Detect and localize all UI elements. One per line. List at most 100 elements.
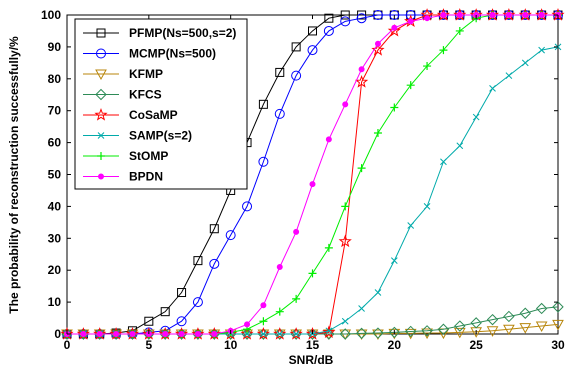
data-point-circle	[340, 16, 351, 27]
data-point-star	[338, 234, 352, 248]
legend-label: CoSaMP	[129, 108, 178, 122]
data-point-triangle	[372, 329, 384, 341]
data-point-plus	[341, 202, 350, 211]
data-point-circle	[258, 156, 269, 167]
legend-label: StOMP	[129, 149, 168, 163]
data-point-diamond	[519, 307, 531, 319]
data-point-x	[440, 158, 447, 166]
x-tick-label: 10	[224, 338, 238, 352]
x-tick-label: 0	[64, 338, 71, 352]
data-point-diamond	[355, 327, 368, 340]
data-point-diamond	[535, 302, 548, 315]
data-point-square	[308, 26, 317, 36]
data-point-x	[374, 289, 382, 296]
data-point-dot	[522, 12, 529, 18]
data-point-circle	[291, 70, 302, 81]
data-point-diamond	[339, 328, 351, 340]
legend-label: KFMP	[129, 67, 163, 81]
y-tick-label: 100	[41, 8, 61, 22]
data-point-star	[256, 327, 270, 340]
data-point-dot	[309, 181, 316, 188]
data-point-square	[144, 316, 154, 326]
data-point-triangle	[355, 329, 368, 341]
data-point-circle	[96, 48, 106, 59]
data-point-diamond	[486, 313, 499, 326]
y-axis-title: The probability of reconstruction succes…	[7, 36, 21, 314]
data-point-dot	[374, 40, 381, 47]
data-point-dot	[456, 12, 463, 18]
legend-entry: KFMP	[83, 67, 163, 81]
data-point-dot	[391, 24, 398, 31]
y-tick-label: 0	[54, 327, 61, 341]
data-point-star	[289, 327, 303, 340]
data-point-circle	[225, 230, 236, 241]
data-point-x	[521, 59, 529, 67]
y-tick-label: 40	[48, 199, 62, 213]
data-point-dot	[194, 331, 201, 337]
data-point-triangle	[503, 324, 515, 336]
data-point-star	[273, 327, 287, 340]
legend-entry: CoSaMP	[83, 108, 178, 122]
data-point-x	[472, 113, 480, 121]
data-point-dot	[260, 302, 267, 309]
data-point-x	[97, 132, 105, 139]
y-tick-label: 60	[48, 136, 62, 150]
data-point-star	[305, 327, 320, 340]
data-point-square	[96, 28, 106, 38]
data-point-plus	[423, 62, 432, 71]
data-point-x	[358, 305, 365, 312]
tick-layer: 0 5 10 15 20 25 30 0 10 20 30 40 50 60 70 80 90 100	[41, 8, 565, 352]
y-tick-label: 20	[48, 263, 62, 277]
data-point-x	[341, 317, 349, 325]
data-point-x	[390, 257, 398, 264]
data-point-star	[371, 43, 385, 56]
legend-entry: SAMP(s=2)	[83, 129, 192, 143]
data-point-dot	[505, 12, 512, 18]
data-point-circle	[372, 10, 383, 20]
x-tick-label: 25	[469, 338, 483, 352]
x-tick-label: 30	[551, 338, 565, 352]
data-point-star	[355, 75, 369, 88]
data-point-star	[322, 325, 336, 339]
legend-entry: StOMP	[83, 149, 168, 163]
data-point-dot	[162, 331, 169, 337]
data-point-square	[357, 10, 367, 20]
data-point-dot	[98, 173, 104, 180]
data-point-dot	[244, 321, 251, 328]
data-point-dot	[293, 228, 300, 235]
data-point-star	[240, 327, 254, 340]
legend-label: MCMP(Ns=500)	[129, 47, 216, 61]
data-point-dot	[178, 331, 185, 337]
data-point-dot	[276, 264, 283, 271]
data-point-dot	[358, 66, 365, 73]
x-tick-label: 15	[306, 338, 320, 352]
data-point-plus	[275, 307, 284, 316]
data-point-square	[291, 42, 301, 52]
legend: PFMP(Ns=500,s=2) MCMP(Ns=500) KFMP KFCS CoSa…	[74, 18, 248, 190]
y-tick-label: 80	[48, 72, 62, 86]
data-point-star	[387, 24, 401, 37]
data-point-circle	[389, 10, 400, 20]
data-point-plus	[292, 294, 301, 303]
data-point-diamond	[388, 326, 401, 339]
data-point-triangle	[453, 327, 466, 339]
data-point-circle	[274, 108, 285, 119]
data-point-circle	[209, 258, 220, 269]
data-point-triangle	[535, 321, 548, 333]
data-point-square	[193, 256, 203, 266]
data-point-plus	[455, 26, 464, 35]
data-point-dot	[96, 331, 103, 337]
data-point-dot	[342, 101, 349, 108]
data-point-x	[505, 72, 513, 79]
data-point-diamond	[404, 325, 417, 338]
data-point-diamond	[503, 310, 515, 323]
data-point-plus	[390, 103, 399, 112]
data-point-x	[407, 222, 415, 229]
data-point-square	[209, 224, 219, 234]
data-point-circle	[307, 45, 318, 56]
data-point-plus	[324, 243, 333, 252]
data-point-x	[489, 85, 496, 92]
legend-entry: MCMP(Ns=500)	[83, 47, 216, 61]
data-point-square	[340, 10, 350, 20]
